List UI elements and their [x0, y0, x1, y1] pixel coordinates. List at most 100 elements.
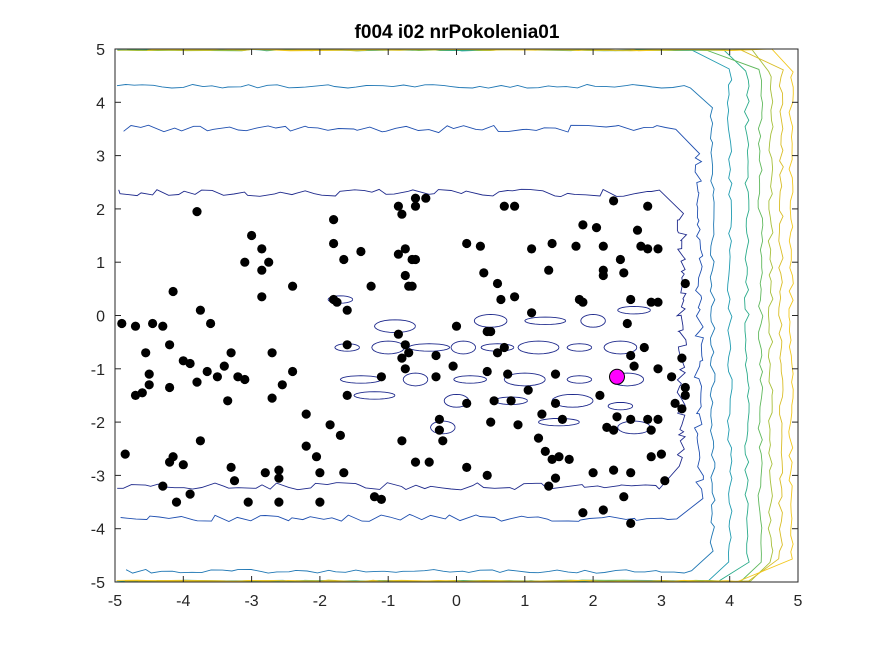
data-point [257, 265, 267, 275]
contour-level [120, 124, 704, 522]
data-point [475, 241, 485, 251]
data-point [226, 348, 236, 358]
data-point [680, 390, 690, 400]
data-point [397, 353, 407, 363]
data-point [223, 396, 233, 406]
data-point [578, 297, 588, 307]
data-point [120, 449, 130, 459]
data-point [646, 297, 656, 307]
y-tick-label: 1 [96, 255, 105, 272]
data-point [554, 452, 564, 462]
contour-island [402, 372, 429, 387]
data-point [400, 244, 410, 254]
x-axis-ticks: -5 -4 -3 -2 -1 0 1 2 3 4 5 [108, 49, 803, 610]
data-point [609, 465, 619, 475]
data-point [171, 497, 182, 507]
x-tick-label: -4 [176, 593, 190, 610]
contour-level [117, 188, 688, 491]
data-point [407, 281, 417, 291]
data-point [229, 476, 240, 486]
data-point [192, 377, 202, 387]
contour-level [116, 84, 716, 574]
data-point [434, 414, 444, 424]
data-point [499, 201, 509, 211]
data-point [240, 257, 250, 267]
data-point [404, 348, 414, 358]
y-tick-label: 3 [96, 149, 105, 166]
data-point [369, 492, 380, 502]
data-point [148, 318, 158, 329]
contour-island [580, 313, 606, 328]
data-point [462, 398, 472, 408]
data-point [158, 321, 168, 331]
contour-island [503, 372, 546, 387]
data-point [315, 468, 325, 478]
data-point [643, 201, 653, 211]
data-point [431, 372, 441, 382]
data-point [591, 223, 602, 233]
data-point [486, 326, 496, 337]
data-point [598, 265, 608, 275]
data-point [492, 278, 503, 289]
data-point [240, 374, 250, 385]
contour-island [473, 313, 508, 328]
data-point [629, 361, 639, 371]
data-point [578, 220, 588, 230]
data-point [482, 366, 492, 377]
data-point [537, 409, 547, 419]
data-point [660, 476, 670, 486]
data-point [393, 329, 403, 339]
data-point [165, 457, 175, 467]
data-point [301, 409, 311, 419]
data-point [626, 414, 636, 424]
y-tick-label: -5 [91, 575, 105, 592]
data-point [178, 460, 188, 470]
data-point [288, 366, 298, 377]
data-point [643, 414, 653, 424]
y-tick-label: -3 [91, 468, 105, 485]
data-point [489, 396, 499, 406]
x-tick-label: -2 [313, 593, 327, 610]
x-tick-label: -1 [381, 593, 395, 610]
data-point [335, 430, 345, 440]
data-point [277, 380, 287, 390]
data-point [533, 433, 544, 443]
data-point [144, 369, 154, 379]
data-point [595, 390, 605, 400]
contour-island [371, 340, 406, 355]
data-point [609, 425, 619, 435]
data-point [598, 505, 608, 515]
y-tick-label: 2 [96, 202, 105, 219]
data-point [400, 364, 410, 374]
data-point [479, 268, 489, 278]
contour-island [353, 391, 396, 400]
data-point [144, 380, 154, 390]
data-point [626, 518, 636, 529]
data-point [626, 350, 636, 361]
data-point [274, 473, 284, 483]
data-point [509, 292, 520, 302]
data-point [356, 246, 366, 257]
data-point [301, 441, 311, 451]
data-point [397, 209, 407, 219]
x-tick-label: 5 [794, 593, 803, 610]
data-point [130, 390, 141, 400]
contour-island [517, 340, 560, 355]
data-point [431, 350, 441, 361]
data-point [588, 468, 598, 478]
data-point [448, 361, 458, 371]
data-point [557, 414, 568, 424]
data-point [482, 470, 492, 480]
y-axis-ticks: 5 4 3 2 1 0 -1 -2 -3 -4 -5 [91, 42, 798, 592]
x-tick-label: -3 [244, 593, 258, 610]
data-point [547, 454, 557, 464]
data-point [247, 230, 257, 241]
contour-island [443, 393, 470, 408]
data-point [311, 452, 322, 462]
data-point [288, 281, 298, 291]
data-point [117, 318, 127, 329]
data-point [670, 398, 680, 408]
data-point [550, 398, 561, 408]
